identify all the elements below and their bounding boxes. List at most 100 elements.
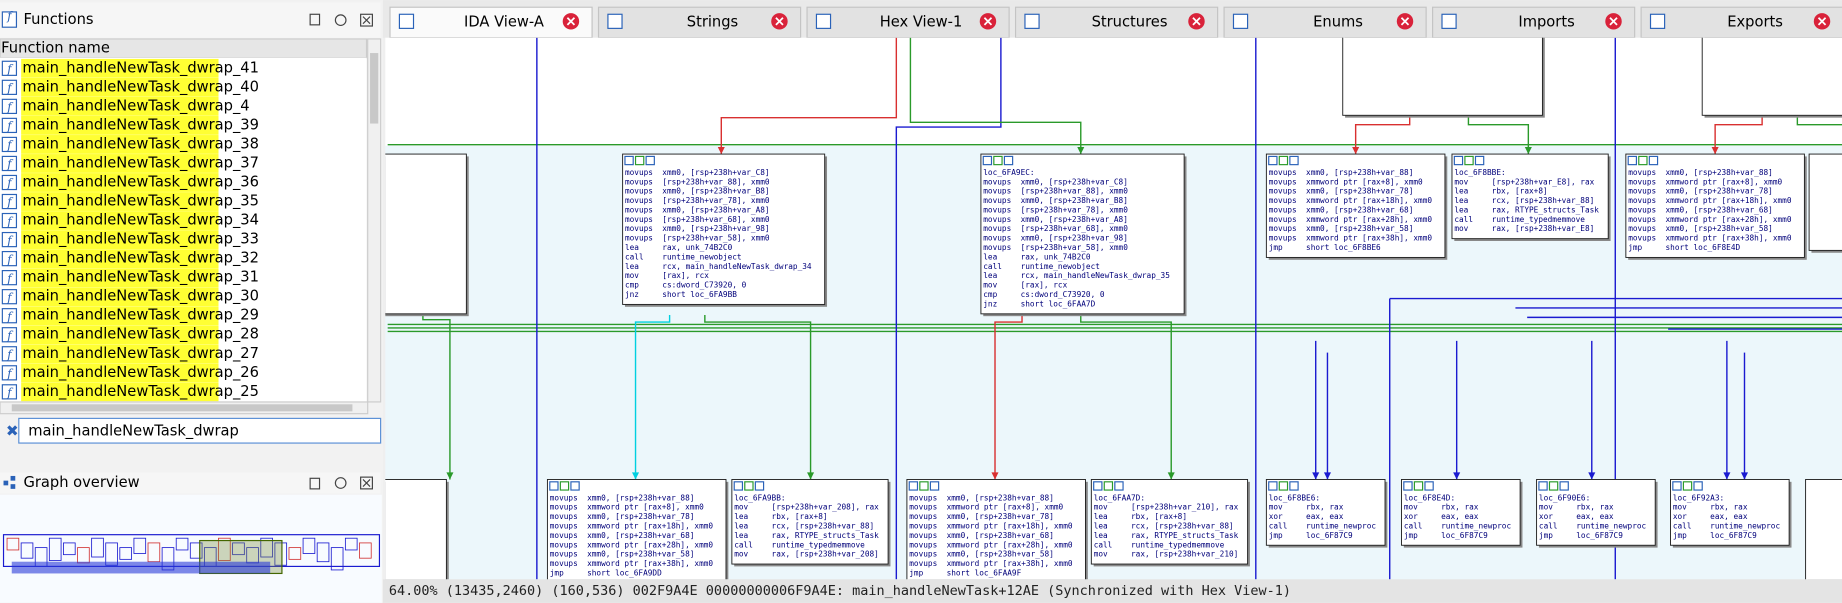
function-name[interactable]: main_handleNewTask_dwrap_39	[22, 116, 259, 133]
function-name[interactable]: main_handleNewTask_dwrap_29	[22, 307, 259, 324]
h-scrollbar-thumb[interactable]	[11, 404, 353, 412]
block-header-icon[interactable]	[993, 155, 1003, 166]
block-header-icon[interactable]	[1548, 481, 1559, 491]
graph-block[interactable]	[1265, 153, 1446, 258]
block-header-icon[interactable]	[1403, 481, 1413, 491]
function-name[interactable]: main_handleNewTask_dwrap_40	[22, 78, 259, 95]
function-name[interactable]: main_handleNewTask_dwrap_33	[22, 231, 259, 248]
block-header-icon[interactable]	[549, 481, 559, 491]
tab-close-x[interactable]	[566, 17, 576, 26]
clear-search[interactable]: ✖	[6, 422, 19, 440]
block-header-icon[interactable]	[1474, 155, 1485, 166]
block-header-icon[interactable]	[908, 481, 919, 491]
block-header-icon[interactable]	[1268, 481, 1278, 491]
v-scrollbar-thumb[interactable]	[370, 53, 379, 124]
search-text[interactable]: main_handleNewTask_dwrap	[28, 422, 239, 439]
block-header-icon[interactable]	[624, 155, 634, 166]
block-header-icon[interactable]	[744, 481, 754, 491]
block-header-icon[interactable]	[1114, 481, 1124, 491]
block-header-icon[interactable]	[1103, 481, 1114, 491]
function-name[interactable]: main_handleNewTask_dwrap_27	[22, 345, 259, 362]
function-name[interactable]: main_handleNewTask_dwrap_37	[22, 154, 259, 171]
v-scrollbar[interactable]	[367, 38, 382, 403]
function-name[interactable]: main_handleNewTask_dwrap_30	[22, 288, 259, 305]
block-header-icon[interactable]	[1278, 155, 1289, 166]
block-header-icon[interactable]	[634, 155, 645, 166]
graph-block[interactable]	[906, 479, 1086, 582]
tab-label[interactable]: Hex View-1	[880, 13, 963, 30]
tab-close-x[interactable]	[1609, 17, 1618, 26]
block-header-icon[interactable]	[645, 155, 655, 166]
search-box[interactable]	[18, 417, 382, 444]
block-header-icon[interactable]	[1413, 481, 1424, 491]
function-name[interactable]: main_handleNewTask_dwrap_28	[22, 326, 259, 343]
block-header-icon[interactable]	[1289, 481, 1299, 491]
function-name[interactable]: main_handleNewTask_dwrap_36	[22, 173, 259, 190]
function-name[interactable]: main_handleNewTask_dwrap_34	[22, 212, 259, 229]
block-header-icon[interactable]	[919, 481, 929, 491]
overview-buttons[interactable]	[309, 476, 373, 490]
tab[interactable]	[1432, 6, 1636, 39]
block-header-icon[interactable]	[1424, 481, 1434, 491]
function-name[interactable]: main_handleNewTask_dwrap_35	[22, 193, 259, 210]
graph-block[interactable]	[622, 153, 826, 305]
block-header-icon[interactable]	[559, 481, 570, 491]
tab-close-x[interactable]	[1817, 17, 1827, 26]
graph-block[interactable]	[1625, 153, 1805, 258]
graph-block[interactable]	[980, 153, 1185, 315]
graph-block[interactable]	[1808, 153, 1842, 251]
tab[interactable]	[806, 6, 1010, 39]
tab[interactable]	[1014, 6, 1219, 39]
graph-block[interactable]	[305, 153, 467, 315]
tab[interactable]	[597, 6, 802, 39]
tab-label[interactable]: Strings	[687, 13, 738, 30]
block-header-icon[interactable]	[1268, 155, 1278, 166]
block-header-icon[interactable]	[1638, 155, 1648, 166]
tab[interactable]	[1223, 6, 1427, 39]
block-header-icon[interactable]	[1672, 481, 1682, 491]
tab-close-x[interactable]	[1400, 17, 1410, 26]
tab-close-x[interactable]	[1192, 17, 1201, 26]
block-header-icon[interactable]	[1682, 481, 1693, 491]
overview-canvas[interactable]	[0, 494, 382, 603]
block-header-icon[interactable]	[733, 481, 744, 491]
block-header-icon[interactable]	[982, 155, 993, 166]
graph-block[interactable]	[305, 479, 447, 596]
graph-block[interactable]	[1090, 479, 1249, 565]
tab-label[interactable]: Imports	[1518, 13, 1574, 30]
tab-label[interactable]: Structures	[1092, 13, 1168, 30]
block-header-icon[interactable]	[1559, 481, 1569, 491]
graph-block[interactable]	[1342, 24, 1543, 116]
block-header-icon[interactable]	[570, 481, 580, 491]
block-header-icon[interactable]	[1538, 481, 1548, 491]
tab[interactable]	[389, 6, 593, 39]
tab-label[interactable]: Exports	[1727, 13, 1783, 30]
function-name[interactable]: main_handleNewTask_dwrap_32	[22, 250, 259, 267]
block-header-icon[interactable]	[1093, 481, 1103, 491]
graph-block[interactable]	[546, 479, 727, 582]
function-name[interactable]: main_handleNewTask_dwrap_31	[22, 269, 259, 286]
function-name[interactable]: main_handleNewTask_dwrap_38	[22, 135, 259, 152]
block-header-icon[interactable]	[1464, 155, 1474, 166]
block-header-icon[interactable]	[1648, 155, 1659, 166]
block-header-icon[interactable]	[1289, 155, 1299, 166]
function-name[interactable]: main_handleNewTask_dwrap_4	[22, 97, 249, 114]
function-name[interactable]: main_handleNewTask_dwrap_25	[22, 383, 259, 400]
block-header-icon[interactable]	[929, 481, 940, 491]
graph-block[interactable]	[1451, 153, 1609, 240]
graph-block[interactable]	[1805, 479, 1842, 596]
function-name[interactable]: main_handleNewTask_dwrap_26	[22, 364, 259, 381]
tab-close-x[interactable]	[775, 17, 784, 26]
tab-close-x[interactable]	[983, 17, 993, 26]
block-header-icon[interactable]	[1693, 481, 1703, 491]
block-header-icon[interactable]	[1453, 155, 1464, 166]
panel-buttons[interactable]	[309, 13, 373, 27]
block-header-icon[interactable]	[1003, 155, 1014, 166]
function-name[interactable]: main_handleNewTask_dwrap_41	[22, 59, 259, 76]
graph-block[interactable]	[731, 479, 889, 565]
block-header-icon[interactable]	[1278, 481, 1289, 491]
tab-label[interactable]: Enums	[1313, 13, 1363, 30]
block-header-icon[interactable]	[754, 481, 765, 491]
graph-block[interactable]	[1701, 24, 1842, 116]
block-header-icon[interactable]	[1627, 155, 1638, 166]
